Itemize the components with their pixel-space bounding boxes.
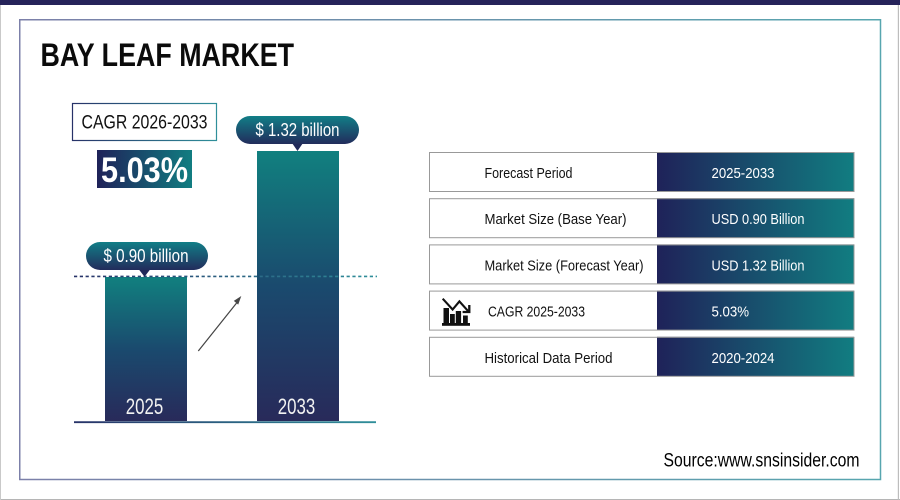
svg-text:5.03%: 5.03% [101, 151, 188, 190]
svg-text:USD 1.32 Billion: USD 1.32 Billion [712, 257, 805, 274]
svg-text:$ 1.32 billion: $ 1.32 billion [256, 119, 340, 140]
svg-text:2025-2033: 2025-2033 [712, 165, 775, 182]
svg-text:BAY LEAF MARKET: BAY LEAF MARKET [41, 37, 295, 73]
svg-text:Source:www.snsinsider.com: Source:www.snsinsider.com [664, 450, 860, 472]
svg-text:Forecast Period: Forecast Period [485, 165, 573, 182]
svg-text:$ 0.90 billion: $ 0.90 billion [104, 245, 189, 266]
svg-text:Market Size (Base Year): Market Size (Base Year) [485, 211, 627, 228]
svg-text:2025: 2025 [126, 394, 164, 419]
svg-text:Historical Data Period: Historical Data Period [485, 350, 613, 367]
svg-text:2020-2024: 2020-2024 [712, 350, 775, 367]
svg-text:CAGR 2026-2033: CAGR 2026-2033 [82, 113, 208, 134]
svg-text:2033: 2033 [278, 394, 316, 419]
svg-text:Market Size (Forecast Year): Market Size (Forecast Year) [485, 257, 644, 274]
svg-text:CAGR 2025-2033: CAGR 2025-2033 [488, 304, 585, 321]
svg-text:5.03%: 5.03% [712, 304, 750, 321]
svg-text:USD 0.90 Billion: USD 0.90 Billion [712, 211, 805, 228]
